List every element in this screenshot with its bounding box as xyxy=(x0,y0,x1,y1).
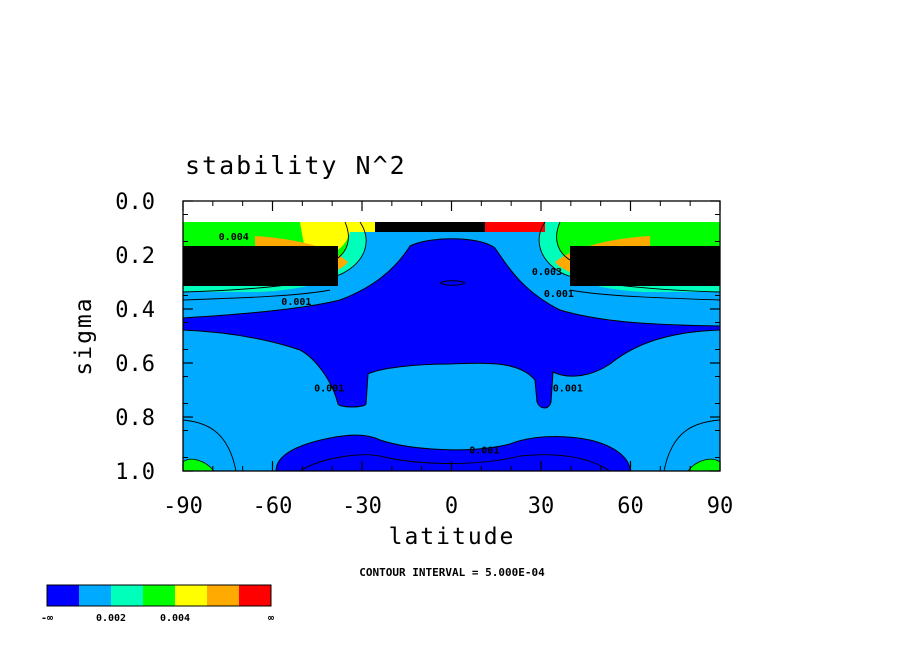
colorbar-frame xyxy=(46,584,272,607)
x-tick-label: 60 xyxy=(617,494,644,519)
contour-lines xyxy=(183,221,720,471)
y-axis-title: sigma xyxy=(71,296,97,375)
y-tick-label: 0.0 xyxy=(115,190,155,215)
fill-top-strip-yellow xyxy=(305,222,375,232)
colorbar-swatch xyxy=(175,585,207,606)
colorbar-swatch xyxy=(207,585,239,606)
y-tick-label: 0.6 xyxy=(115,352,155,377)
fill-surface-left-corner xyxy=(183,458,215,471)
contour-fill xyxy=(183,201,720,471)
contour-label: 0.004 xyxy=(219,232,249,243)
fill-top-strip-red xyxy=(485,222,545,232)
colorbar-label: -∞ xyxy=(41,613,53,624)
colorbar-swatch xyxy=(143,585,175,606)
contour-label: 0.004 xyxy=(266,246,296,257)
colorbar-swatch xyxy=(111,585,143,606)
y-tick-label: 1.0 xyxy=(115,460,155,485)
contour-label: 0.001 xyxy=(469,445,499,456)
contour-label: 0.004 xyxy=(595,246,625,257)
fill-level-7-left xyxy=(183,246,338,286)
x-axis-title: latitude xyxy=(389,524,516,550)
contour-interval-note: CONTOUR INTERVAL = 5.000E-04 xyxy=(359,566,545,579)
contour-label: 0.001 xyxy=(281,297,311,308)
y-tick-label: 0.8 xyxy=(115,406,155,431)
y-tick-label: 0.4 xyxy=(115,298,155,323)
colorbar: -∞ 0.002 0.004 ∞ xyxy=(41,584,274,624)
contour-label: 0.001 xyxy=(314,383,344,394)
x-tick-label: 90 xyxy=(707,494,734,519)
contour-labels: 0.004 0.004 0.002 0.001 0.001 0.001 0.001 0.001… xyxy=(219,224,625,456)
colorbar-label: ∞ xyxy=(268,613,274,624)
contour-label: 0.003 xyxy=(422,224,452,235)
colorbar-label: 0.004 xyxy=(160,613,190,624)
contour-label: 0.001 xyxy=(553,383,583,394)
colorbar-swatch xyxy=(79,585,111,606)
fill-surface-right-corner xyxy=(687,458,720,471)
contour-label: 0.001 xyxy=(544,289,574,300)
fill-level-7-right xyxy=(570,246,720,286)
fill-level-0-core xyxy=(183,238,720,409)
y-tick-label: 0.2 xyxy=(115,244,155,269)
colorbar-swatch xyxy=(239,585,271,606)
chart-title: stability N^2 xyxy=(185,151,407,180)
contour-label: 0.002 xyxy=(287,278,317,289)
x-tick-label: 30 xyxy=(528,494,555,519)
x-tick-label: -90 xyxy=(163,494,203,519)
colorbar-label: 0.002 xyxy=(96,613,126,624)
axes: -90 -60 -30 0 30 60 90 0.0 0.2 0.4 0.6 0.8 1.0 xyxy=(115,190,733,519)
colorbar-swatch xyxy=(47,585,79,606)
x-tick-label: 0 xyxy=(445,494,458,519)
x-tick-label: -30 xyxy=(342,494,382,519)
fill-top-strip-black xyxy=(375,222,485,232)
contour-label: 0.003 xyxy=(532,267,562,278)
x-tick-label: -60 xyxy=(253,494,293,519)
